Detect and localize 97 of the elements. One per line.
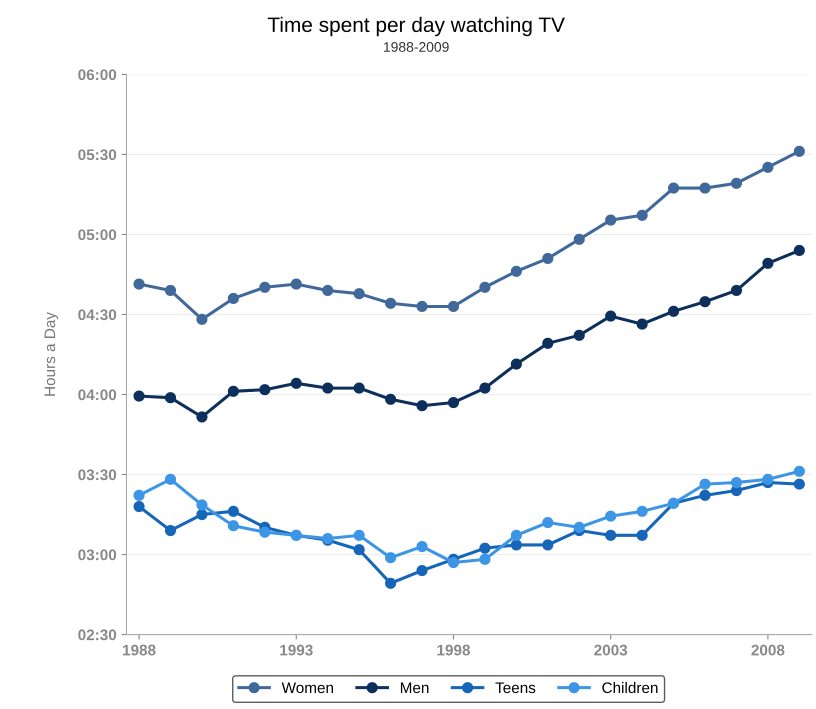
point	[762, 162, 774, 173]
y-tick-label: 02:30	[78, 629, 116, 640]
point	[605, 510, 616, 522]
y-axis-title: Hours a Day	[44, 312, 58, 396]
point	[794, 244, 805, 256]
point	[228, 520, 239, 532]
point	[416, 540, 428, 552]
x-tick-label: 2003	[594, 644, 628, 656]
y-tick-label: 04:00	[78, 389, 116, 400]
point	[196, 314, 208, 325]
point	[699, 478, 711, 490]
legend-label: Men	[400, 682, 428, 694]
point	[416, 300, 428, 312]
point	[479, 382, 490, 394]
point	[605, 310, 616, 322]
point	[510, 358, 522, 370]
point	[228, 292, 239, 304]
point	[730, 284, 742, 296]
y-tick-label: 03:00	[78, 549, 116, 560]
point	[542, 338, 554, 349]
point	[510, 266, 522, 277]
chart-subtitle: 1988-2009	[384, 42, 449, 52]
point	[259, 282, 270, 293]
point	[164, 284, 176, 296]
x-tick-label: 1993	[280, 644, 313, 656]
point	[448, 396, 460, 408]
point	[574, 330, 585, 341]
y-tick-label: 05:00	[78, 229, 116, 240]
point	[290, 378, 302, 389]
point	[228, 506, 239, 517]
point	[290, 278, 302, 290]
point	[699, 490, 711, 501]
chart-title: Time spent per day watching TV	[268, 16, 565, 36]
point	[354, 530, 365, 541]
point	[510, 530, 522, 541]
point	[385, 552, 396, 564]
point	[636, 318, 648, 330]
point	[605, 530, 616, 541]
point	[668, 182, 680, 194]
point	[479, 542, 490, 554]
point	[699, 182, 711, 194]
point	[354, 288, 365, 300]
point	[385, 298, 396, 309]
y-tick-label: 03:30	[78, 469, 116, 480]
point	[385, 394, 396, 405]
point	[354, 544, 365, 556]
point	[416, 564, 428, 576]
point	[196, 508, 208, 520]
point	[164, 524, 176, 536]
point	[794, 146, 805, 157]
point	[134, 278, 145, 290]
point	[574, 522, 585, 533]
point	[134, 390, 145, 402]
point	[196, 411, 208, 422]
point	[416, 400, 428, 412]
point	[510, 539, 522, 550]
x-tick-label: 1988	[123, 644, 156, 656]
point	[448, 556, 460, 568]
point	[699, 296, 711, 308]
point	[134, 500, 145, 512]
x-tick-label: 1998	[437, 644, 470, 656]
y-tick-label: 05:30	[78, 149, 116, 160]
point	[164, 392, 176, 404]
point	[762, 258, 774, 269]
point	[228, 386, 239, 397]
point	[730, 476, 742, 488]
point	[730, 178, 742, 189]
point	[134, 490, 145, 501]
y-tick-label: 04:30	[78, 309, 116, 320]
point	[448, 300, 460, 312]
legend-label: Women	[282, 682, 333, 694]
point	[794, 466, 805, 477]
point	[542, 539, 554, 550]
point	[605, 214, 616, 226]
point	[196, 499, 208, 510]
point	[164, 474, 176, 485]
x-tick-label: 2008	[751, 644, 784, 656]
legend-label: Teens	[495, 682, 536, 694]
legend-label: Children	[602, 682, 658, 694]
point	[259, 526, 270, 538]
point	[542, 516, 554, 528]
point	[322, 284, 334, 296]
point	[574, 234, 585, 245]
point	[259, 384, 270, 396]
point	[668, 306, 680, 317]
point	[762, 474, 774, 485]
point	[479, 282, 490, 293]
point	[322, 382, 334, 394]
point	[794, 478, 805, 490]
y-tick-label: 06:00	[78, 69, 116, 80]
point	[636, 506, 648, 517]
point	[479, 554, 490, 565]
point	[542, 252, 554, 264]
point	[385, 578, 396, 589]
point	[354, 382, 365, 394]
point	[636, 530, 648, 541]
point	[636, 210, 648, 221]
